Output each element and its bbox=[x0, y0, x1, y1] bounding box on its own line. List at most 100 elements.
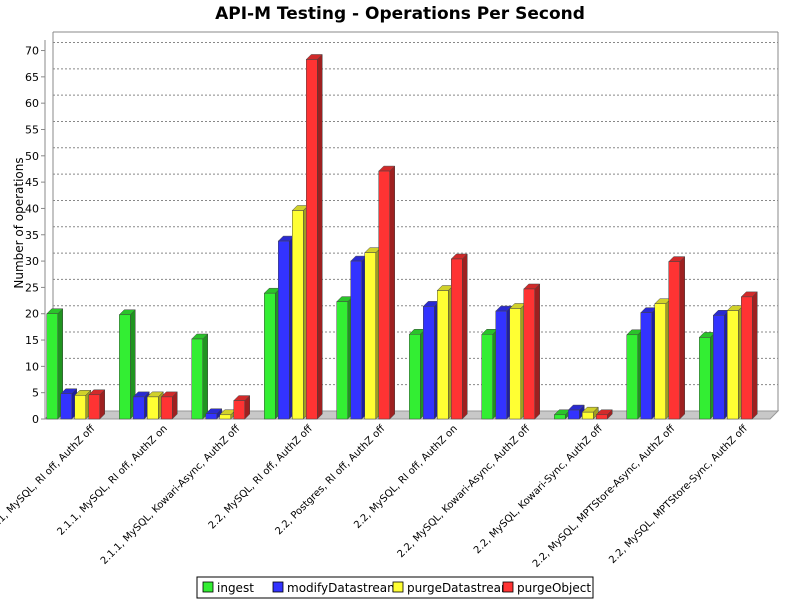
y-tick-label: 65 bbox=[25, 71, 39, 84]
bar-front bbox=[495, 310, 507, 420]
bar-purgeDatastream bbox=[654, 298, 672, 420]
bar-modifyDatastream bbox=[277, 235, 295, 420]
y-tick-label: 15 bbox=[25, 334, 39, 347]
bar-ingest bbox=[46, 308, 64, 420]
bar-ingest bbox=[698, 331, 716, 420]
bar-front bbox=[219, 414, 231, 420]
x-tick-label: 2.2, MySQL, MPTStore-Sync, AuthZ off bbox=[607, 423, 750, 566]
bar-purgeDatastream bbox=[291, 204, 309, 420]
bar-modifyDatastream bbox=[640, 307, 658, 420]
bar-side bbox=[462, 253, 468, 420]
bar-front bbox=[640, 312, 652, 420]
chart-title: API-M Testing - Operations Per Second bbox=[215, 4, 585, 24]
bar-front bbox=[191, 338, 203, 420]
x-tick-label: 2.1.1, MySQL, Kowari-Async, AuthZ off bbox=[99, 423, 243, 567]
bar-front bbox=[596, 414, 608, 420]
bar-front bbox=[437, 290, 449, 420]
bar-front bbox=[133, 396, 145, 420]
y-tick-label: 60 bbox=[25, 97, 39, 110]
y-tick-label: 5 bbox=[32, 387, 39, 400]
bar-ingest bbox=[191, 333, 209, 420]
bar-modifyDatastream bbox=[567, 404, 585, 420]
legend-label-ingest: ingest bbox=[217, 581, 254, 595]
bar-front bbox=[523, 288, 535, 420]
bar-front bbox=[481, 334, 493, 420]
bar-front bbox=[233, 400, 245, 420]
bar-front bbox=[509, 308, 521, 420]
bar-front bbox=[626, 334, 638, 420]
bar-purgeDatastream bbox=[364, 247, 382, 420]
bar-purgeObject bbox=[595, 409, 613, 420]
bar-purgeObject bbox=[740, 291, 758, 420]
bar-front bbox=[336, 301, 348, 420]
bar-purgeDatastream bbox=[726, 304, 744, 420]
bar-front bbox=[46, 313, 58, 420]
bar-modifyDatastream bbox=[350, 255, 368, 420]
bar-purgeObject bbox=[450, 253, 468, 420]
bar-modifyDatastream bbox=[422, 300, 440, 420]
bar-front bbox=[451, 258, 463, 420]
bar-front bbox=[727, 310, 739, 420]
bar-ingest bbox=[481, 328, 499, 420]
bar-front bbox=[423, 306, 435, 420]
bar-front bbox=[699, 337, 711, 420]
bar-side bbox=[317, 53, 323, 420]
y-tick-label: 40 bbox=[25, 202, 39, 215]
bar-front bbox=[74, 395, 86, 420]
legend: ingest modifyDatastream purgeDatastream pur… bbox=[196, 576, 594, 599]
bar-front bbox=[350, 260, 362, 420]
bar-ingest bbox=[263, 287, 281, 420]
y-tick-label: 10 bbox=[25, 360, 39, 373]
bar-front bbox=[88, 394, 100, 420]
bar-front bbox=[741, 296, 753, 420]
y-tick-label: 25 bbox=[25, 281, 39, 294]
bar-front bbox=[205, 413, 217, 420]
bar-front bbox=[554, 414, 566, 420]
plot-area: 0 5 10 15 20 25 30 35 40 45 50 55 60 65 70 2.1.1, MySQL… bbox=[0, 31, 780, 570]
bar-purgeObject bbox=[523, 283, 541, 420]
bar-front bbox=[409, 334, 421, 420]
bar-ingest bbox=[336, 296, 354, 420]
bar-purgeObject bbox=[305, 53, 323, 420]
bar-front bbox=[161, 396, 173, 420]
bar-purgeDatastream bbox=[146, 391, 164, 420]
bar-modifyDatastream bbox=[132, 391, 150, 420]
legend-swatch-purgeObject bbox=[502, 581, 514, 593]
bar-front bbox=[654, 303, 666, 420]
bar-modifyDatastream bbox=[60, 388, 78, 420]
bar-side bbox=[202, 333, 208, 420]
bar-front bbox=[264, 292, 276, 420]
y-tick-label: 50 bbox=[25, 150, 39, 163]
y-tick-label: 45 bbox=[25, 176, 39, 189]
bar-purgeObject bbox=[233, 394, 251, 420]
bar-modifyDatastream bbox=[205, 408, 223, 420]
y-tick-label: 35 bbox=[25, 229, 39, 242]
x-tick-label: 2.2, MySQL, Kowari-Async, AuthZ off bbox=[396, 423, 534, 561]
bar-purgeObject bbox=[160, 391, 178, 420]
plot-background bbox=[45, 32, 778, 419]
legend-swatch-modifyDatastream bbox=[272, 581, 284, 593]
legend-label-purgeObject: purgeObject bbox=[517, 581, 591, 595]
y-tick-label: 0 bbox=[32, 413, 39, 426]
bar-ingest bbox=[118, 309, 136, 420]
bar-front bbox=[568, 409, 580, 420]
bar-purgeObject bbox=[88, 389, 106, 420]
y-tick-label: 20 bbox=[25, 308, 39, 321]
x-tick-label: 2.2, MySQL, MPTStore-Async, AuthZ off bbox=[531, 423, 678, 570]
bar-side bbox=[679, 256, 685, 420]
bar-front bbox=[582, 411, 594, 420]
bar-modifyDatastream bbox=[712, 309, 730, 420]
bar-front bbox=[378, 170, 390, 420]
bar-purgeObject bbox=[378, 165, 396, 420]
y-tick-label: 30 bbox=[25, 255, 39, 268]
bar-front bbox=[306, 59, 318, 420]
y-axis-label: Number of operations bbox=[12, 157, 26, 288]
y-tick-label: 55 bbox=[25, 123, 39, 136]
bar-modifyDatastream bbox=[495, 305, 513, 420]
bar-side bbox=[534, 283, 540, 420]
bar-front bbox=[713, 315, 725, 420]
bar-front bbox=[292, 210, 304, 420]
bar-purgeDatastream bbox=[509, 302, 527, 420]
bar-purgeDatastream bbox=[436, 284, 454, 420]
